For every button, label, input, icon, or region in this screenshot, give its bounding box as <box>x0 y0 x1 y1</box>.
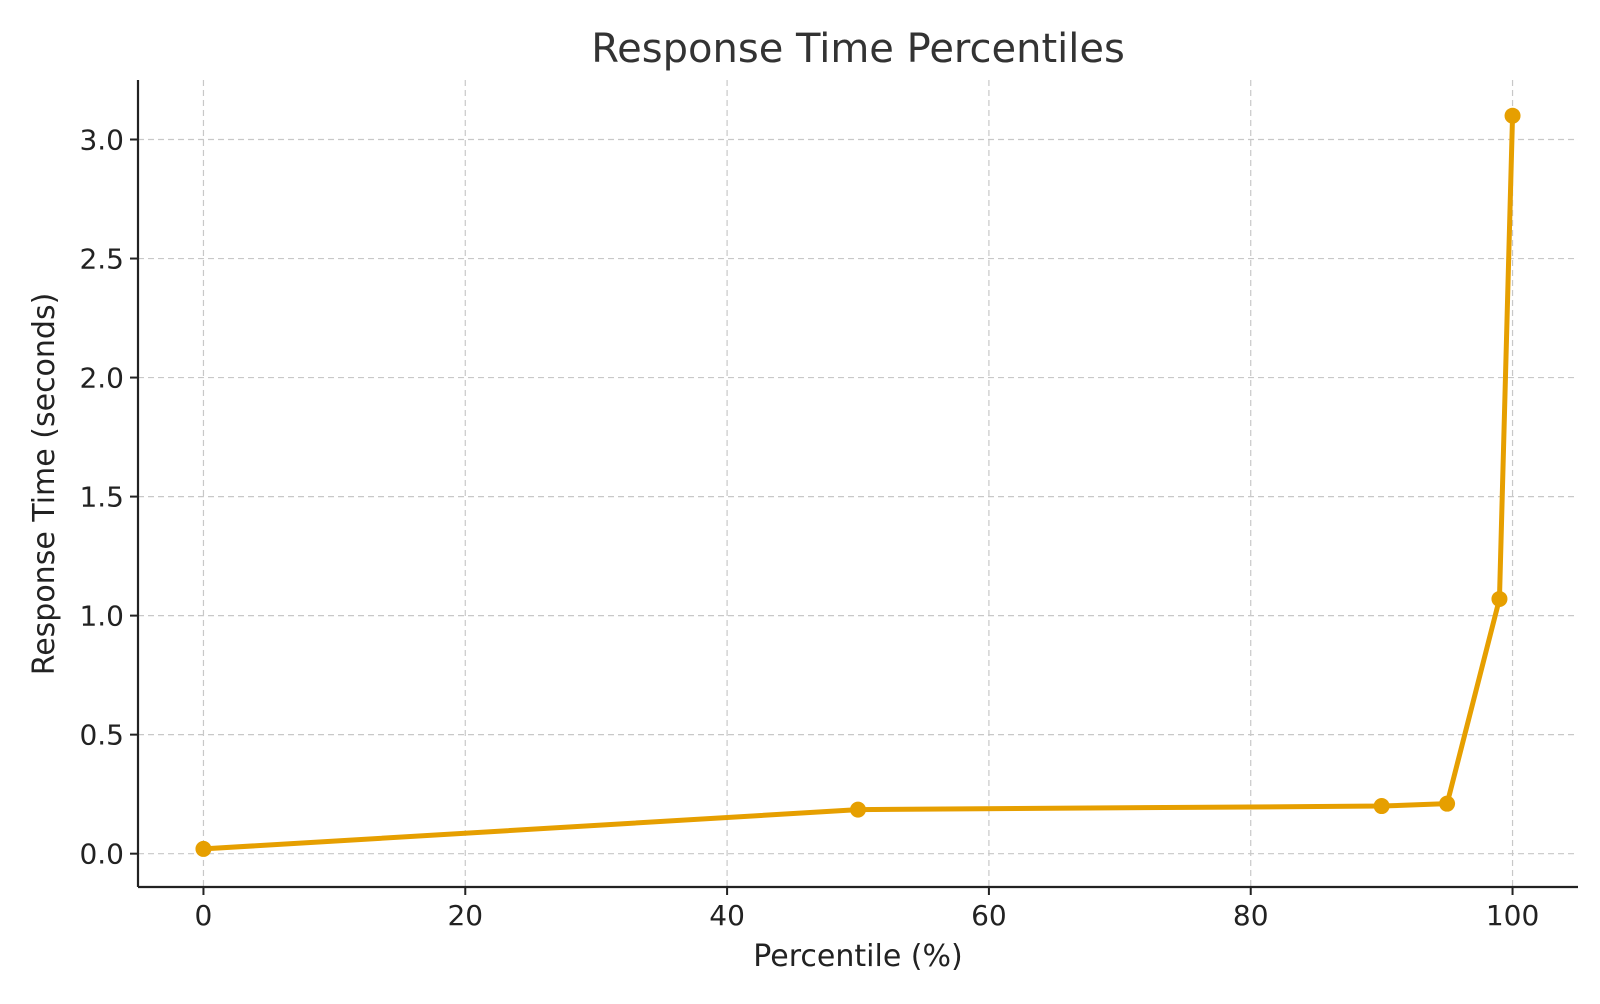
x-tick-label: 100 <box>1486 899 1539 932</box>
x-tick-label: 0 <box>195 899 213 932</box>
data-point <box>1439 795 1456 812</box>
grid <box>138 80 1578 887</box>
x-tick-label: 40 <box>709 899 745 932</box>
chart-title: Response Time Percentiles <box>591 26 1125 72</box>
y-tick-label: 2.5 <box>79 243 124 276</box>
data-point <box>1491 590 1508 607</box>
series-line <box>200 113 1516 852</box>
y-tick-label: 0.0 <box>79 838 124 871</box>
data-point <box>1504 107 1521 124</box>
data-point <box>850 801 866 818</box>
x-axis-label: Percentile (%) <box>753 939 962 974</box>
data-point <box>1373 798 1390 815</box>
x-tick-label: 80 <box>1233 899 1269 932</box>
x-ticks: 0 20 40 60 80 100 <box>195 887 1539 932</box>
y-tick-label: 3.0 <box>79 124 124 157</box>
y-tick-label: 1.5 <box>79 481 124 514</box>
data-point <box>195 840 212 857</box>
y-axis-label: Response Time (seconds) <box>27 293 62 676</box>
y-tick-label: 2.0 <box>79 362 124 395</box>
y-tick-label: 0.5 <box>79 719 124 752</box>
series <box>195 107 1521 857</box>
y-tick-label: 1.0 <box>79 600 124 633</box>
y-ticks: 0.0 0.5 1.0 1.5 2.0 2.5 3.0 <box>79 124 138 871</box>
axes <box>136 80 1578 889</box>
x-tick-label: 60 <box>971 899 1007 932</box>
x-tick-label: 20 <box>447 899 483 932</box>
